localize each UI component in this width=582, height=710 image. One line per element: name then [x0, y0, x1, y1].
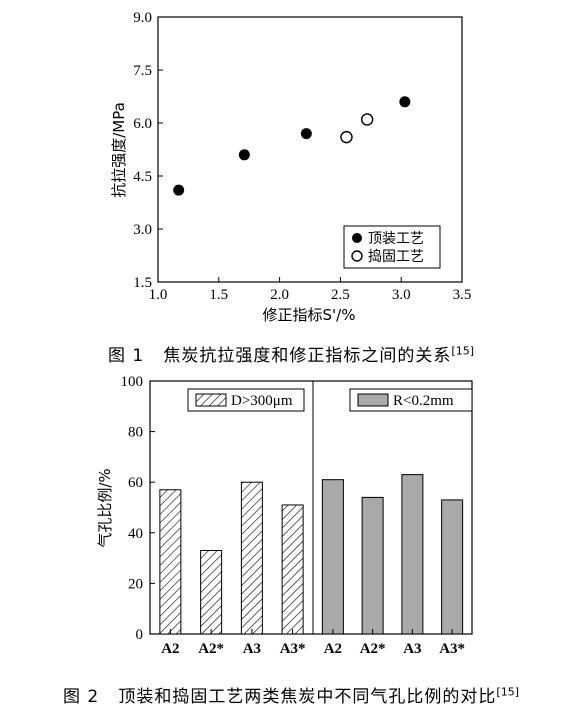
bar [281, 504, 304, 635]
x-axis-label: 修正指标S'/% [263, 306, 356, 324]
data-point-stamp-charging [360, 113, 374, 126]
y-axis-ticks: 1.5 3.0 4.5 6.0 7.5 9.0 [133, 10, 163, 291]
y-tick-label: 40 [128, 526, 143, 542]
bars [159, 474, 464, 635]
x-axis-ticks: 1.0 1.5 2.0 2.5 3.0 3.5 [149, 277, 472, 303]
citation-ref: [15] [496, 685, 520, 699]
data-point-top-charging [399, 96, 411, 108]
bar [200, 550, 223, 635]
y-tick-label: 0 [136, 627, 144, 643]
y-tick-label: 4.5 [133, 169, 152, 185]
x-axis-ticks: A2 A2* A3 A3* A2 A2* A3 A3* [161, 629, 465, 657]
chart-frame [157, 16, 463, 283]
data-point-top-charging [173, 184, 185, 196]
y-tick-label: 20 [128, 576, 143, 592]
bar [401, 474, 424, 635]
x-tick-label: A3 [243, 641, 261, 657]
bar [361, 496, 384, 635]
x-tick-label: 3.5 [453, 287, 472, 303]
figure-number: 图 1 [107, 346, 145, 366]
legend-label: R<0.2mm [393, 393, 454, 409]
legend-label: 顶装工艺 [368, 231, 424, 247]
y-tick-label: 80 [128, 425, 143, 441]
legend-label: D>300μm [231, 393, 293, 409]
bar [441, 499, 464, 635]
data-point-top-charging [300, 128, 312, 140]
x-tick-label: A2* [198, 641, 224, 657]
plot-area-border [149, 380, 473, 635]
x-tick-label: 2.0 [270, 287, 289, 303]
bar [240, 481, 263, 635]
figure-caption: 图 2 顶装和捣固工艺两类焦炭中不同气孔比例的对比[15] [0, 682, 582, 707]
x-tick-label: A2 [324, 641, 342, 657]
y-tick-label: 3.0 [133, 222, 152, 238]
x-tick-label: A2 [161, 641, 179, 657]
legend-solid: R<0.2mm [349, 388, 473, 412]
y-tick-label: 7.5 [133, 63, 152, 79]
bar [159, 489, 182, 635]
citation-ref: [15] [451, 344, 475, 358]
data-point-top-charging [238, 149, 250, 161]
legend-swatch-solid [357, 393, 389, 407]
x-tick-label: 2.5 [331, 287, 350, 303]
caption-text: 焦炭抗拉强度和修正指标之间的关系 [163, 346, 452, 366]
data-point-stamp-charging [340, 130, 353, 144]
y-tick-label: 6.0 [133, 116, 152, 132]
legend: 顶装工艺 捣固工艺 [343, 225, 441, 269]
y-tick-label: 9.0 [133, 10, 152, 26]
x-tick-label: A3* [280, 641, 306, 657]
y-axis-label: 抗拉强度/MPa [110, 102, 128, 198]
legend-hatched: D>300μm [187, 388, 305, 412]
figure-number: 图 2 [62, 687, 100, 707]
legend-swatch-hatched [195, 393, 227, 407]
bar-chart: 0 20 40 60 80 100 A2 A2* A3 A3* A2 A2* A3 A3* 气孔比例/%… [96, 374, 473, 657]
legend-marker-open [351, 250, 363, 262]
y-axis-ticks: 0 20 40 60 80 100 [121, 374, 155, 643]
x-tick-label: A2* [360, 641, 386, 657]
data-points [173, 96, 411, 196]
legend-label: 捣固工艺 [368, 248, 424, 265]
plot-area-border [157, 16, 463, 283]
x-tick-label: A3* [439, 641, 465, 657]
scatter-chart: 1.53.04.56.07.59.0 1.0 1.5 2.0 2.5 3.0 3.5 抗拉… [110, 10, 472, 324]
x-tick-label: 1.5 [209, 287, 228, 303]
x-tick-label: 3.0 [392, 287, 411, 303]
chart-frame [149, 380, 473, 635]
x-tick-label: 1.0 [149, 287, 168, 303]
x-tick-label: A3 [403, 641, 421, 657]
y-tick-label: 1.5 [133, 275, 152, 291]
y-tick-label: 60 [128, 475, 143, 491]
y-tick-label: 100 [121, 374, 144, 390]
legend-box [343, 225, 441, 269]
legend-marker-filled [352, 233, 362, 243]
caption-text: 顶装和捣固工艺两类焦炭中不同气孔比例的对比 [118, 687, 497, 707]
y-axis-label: 气孔比例/% [96, 468, 114, 547]
bar [321, 479, 344, 635]
figure-caption: 图 1 焦炭抗拉强度和修正指标之间的关系[15] [0, 341, 582, 366]
